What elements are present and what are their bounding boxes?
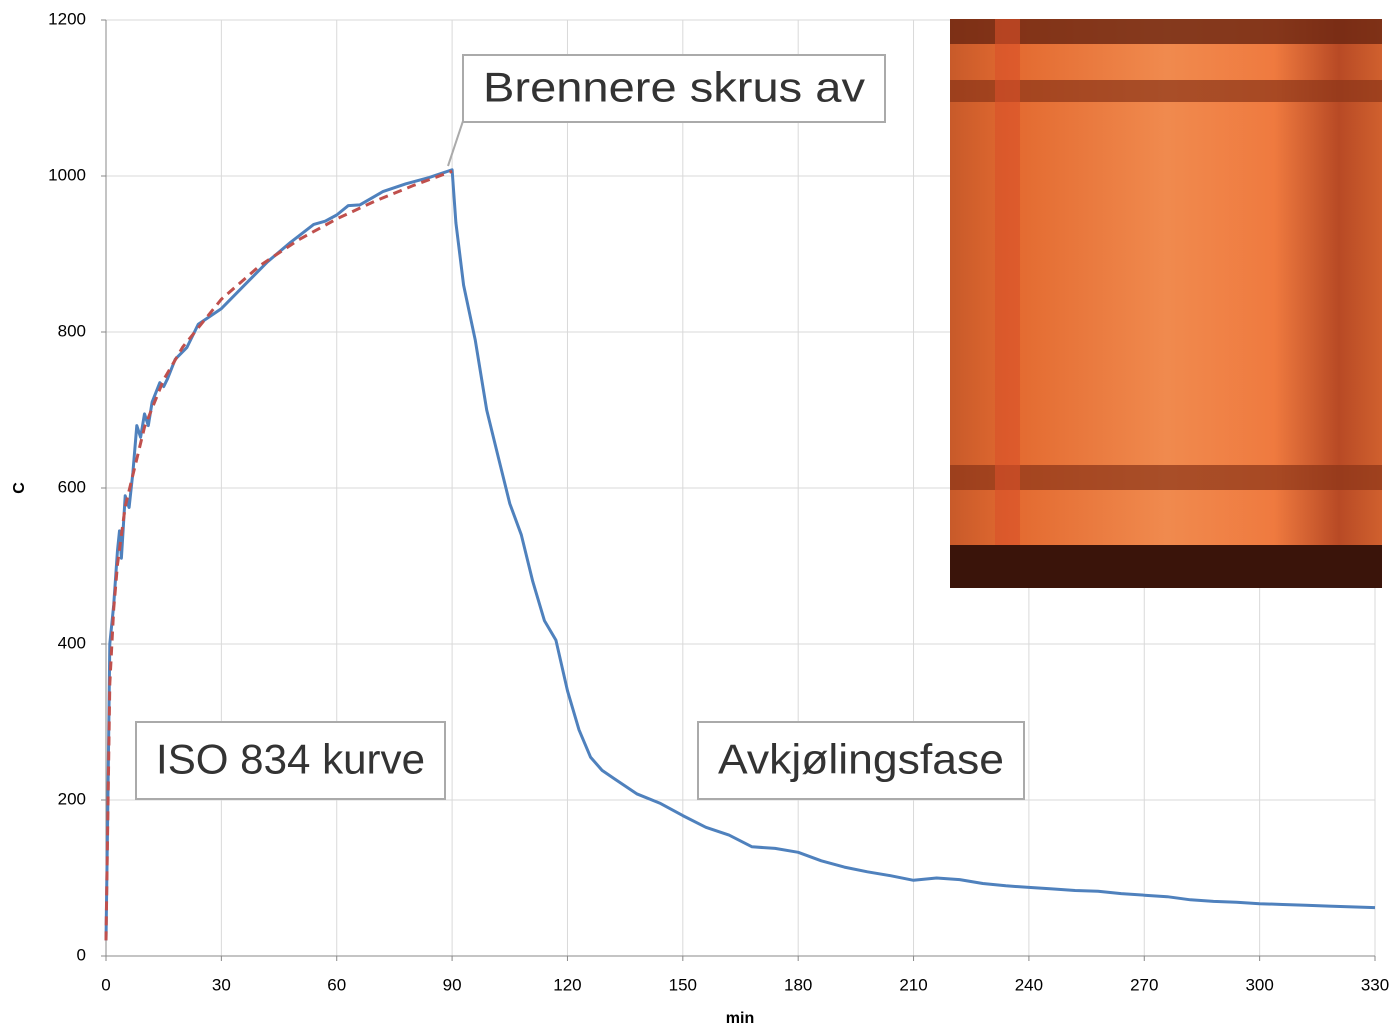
y-tick-label: 600 <box>58 477 86 496</box>
annotation-text: ISO 834 kurve <box>156 736 425 783</box>
x-tick-label: 0 <box>101 975 110 994</box>
y-tick-label: 400 <box>58 633 86 652</box>
x-tick-label: 300 <box>1245 975 1273 994</box>
series-line <box>104 168 1376 941</box>
annotation-box <box>462 54 886 123</box>
x-tick-label: 270 <box>1130 975 1158 994</box>
x-tick-label: 240 <box>1015 975 1043 994</box>
x-tick-label: 150 <box>669 975 697 994</box>
x-axis-label: min <box>726 1010 754 1027</box>
lines <box>104 168 1376 941</box>
x-tick-label: 30 <box>212 975 231 994</box>
annotation-box <box>697 721 1025 800</box>
annotation-leader <box>447 120 464 167</box>
annotation-text: Avkjølingsfase <box>718 736 1004 783</box>
photo-band <box>950 80 1382 102</box>
y-axis-label: C <box>11 482 28 494</box>
x-tick-label: 180 <box>784 975 812 994</box>
y-tick-label: 1000 <box>48 165 86 184</box>
series-line <box>104 169 453 941</box>
y-tick-label: 0 <box>77 945 86 964</box>
annotations: Brennere skrus av ISO 834 kurve Avkjølings… <box>135 54 1025 800</box>
annotation-box <box>135 721 446 800</box>
annotation-text: Brennere skrus av <box>483 64 865 111</box>
y-tick-label: 800 <box>58 321 86 340</box>
y-tick-label: 200 <box>58 789 86 808</box>
photo-band <box>995 19 1020 559</box>
photo-band <box>950 545 1382 588</box>
x-tick-label: 330 <box>1361 975 1389 994</box>
x-tick-label: 60 <box>327 975 346 994</box>
photo-inset <box>950 19 1382 588</box>
x-tick-label: 90 <box>443 975 462 994</box>
photo-band <box>950 465 1382 490</box>
photo <box>950 19 1382 588</box>
x-tick-label: 210 <box>899 975 927 994</box>
x-tick-label: 120 <box>553 975 581 994</box>
y-tick-label: 1200 <box>48 9 86 28</box>
photo-band <box>950 19 1382 44</box>
